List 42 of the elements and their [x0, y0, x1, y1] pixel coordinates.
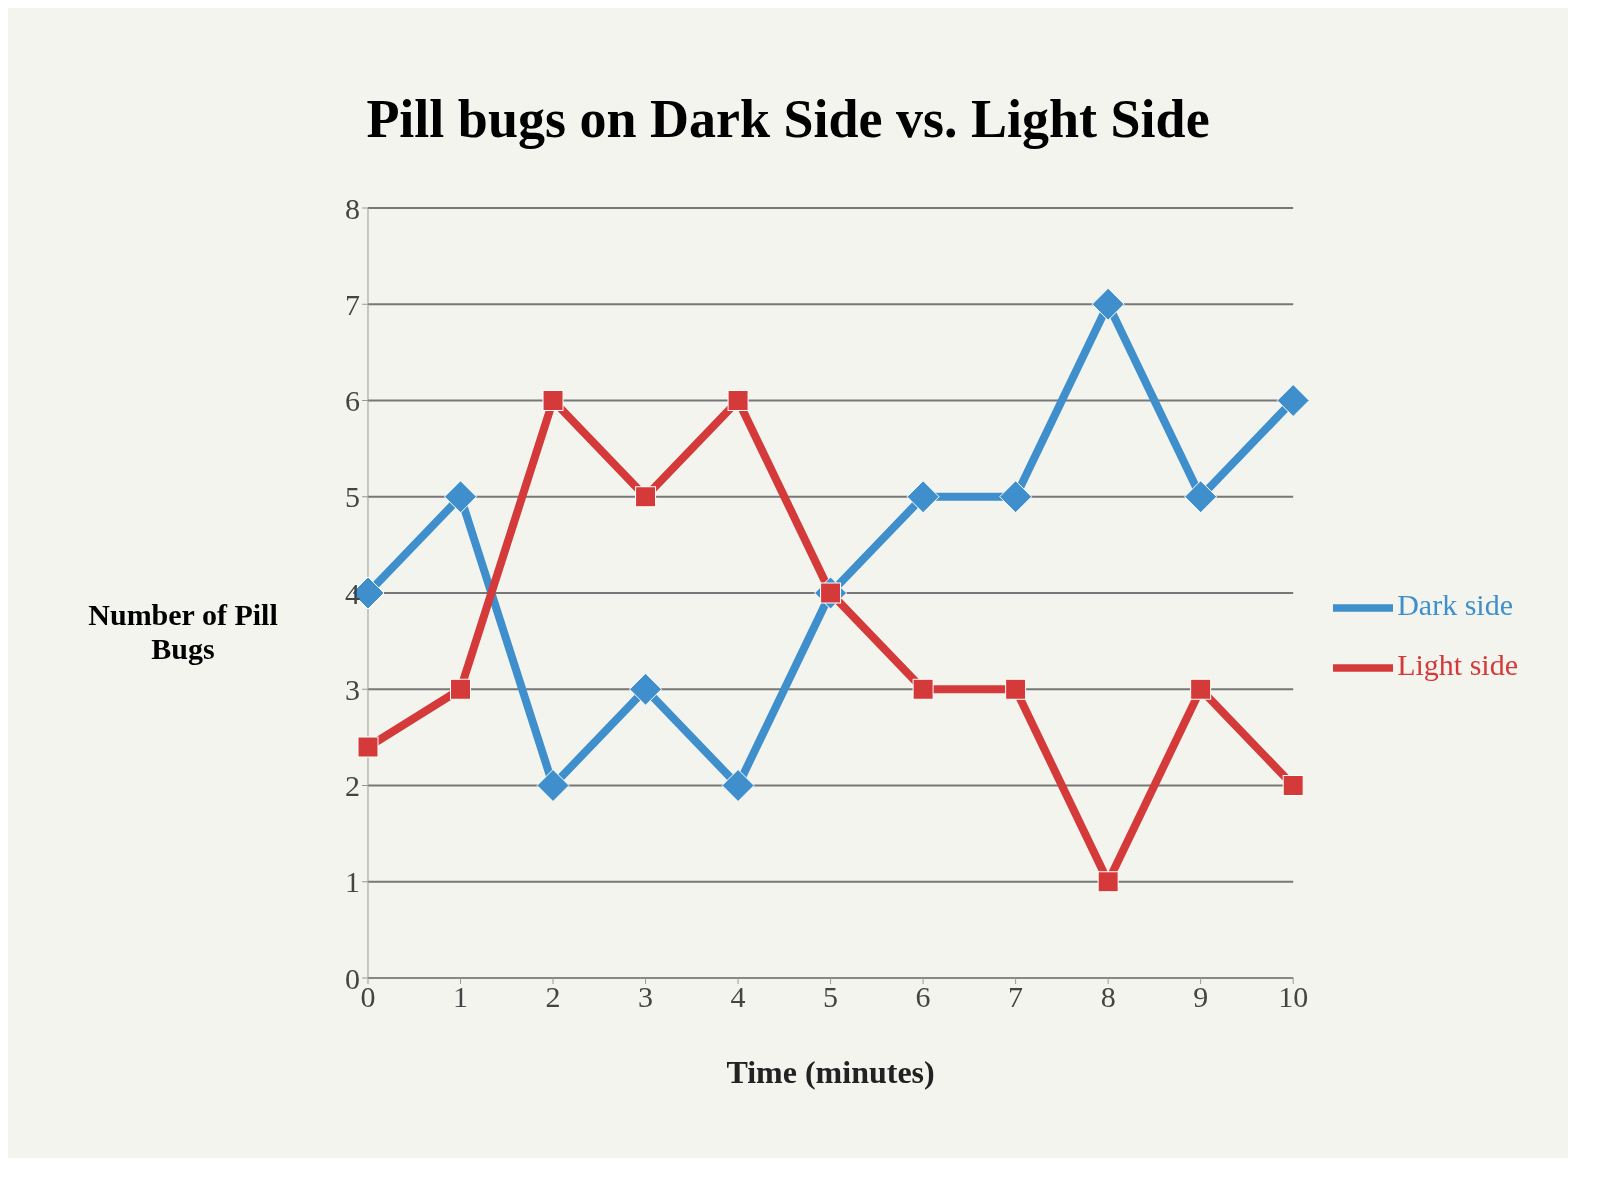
chart-title: Pill bugs on Dark Side vs. Light Side — [365, 88, 1211, 151]
point — [444, 480, 478, 514]
x-tick-label: 2 — [545, 980, 561, 1014]
point — [721, 769, 755, 802]
point — [1091, 287, 1125, 321]
x-tick-label: 1 — [453, 980, 469, 1014]
point — [1190, 678, 1212, 700]
point — [635, 486, 657, 508]
y-axis-title: Number of Pill Bugs — [87, 598, 279, 666]
x-tick-label: 3 — [638, 980, 654, 1014]
point — [906, 480, 940, 514]
y-tick-label: 8 — [345, 191, 360, 225]
legend-label: Light side — [1397, 647, 1518, 681]
point — [542, 390, 564, 411]
x-tick-label: 4 — [730, 980, 746, 1014]
y-tick-label: 3 — [345, 672, 360, 706]
point — [450, 678, 472, 700]
y-tick-label: 2 — [345, 769, 360, 803]
x-tick-label: 9 — [1193, 980, 1209, 1014]
y-tick-label: 6 — [345, 384, 360, 418]
point — [629, 672, 663, 706]
y-tick-label: 1 — [345, 865, 360, 899]
x-tick-label: 6 — [915, 980, 931, 1014]
x-tick-label: 7 — [1008, 980, 1024, 1014]
y-tick-label: 4 — [345, 576, 360, 610]
point — [1184, 480, 1218, 514]
point — [536, 769, 570, 802]
x-tick-label: 5 — [823, 980, 839, 1014]
point — [357, 736, 379, 758]
point — [912, 678, 934, 700]
y-tick-label: 7 — [345, 287, 360, 321]
x-tick-label: 8 — [1100, 980, 1116, 1014]
point — [1097, 871, 1119, 893]
point — [999, 480, 1033, 514]
point — [1005, 678, 1027, 700]
legend-label: Dark side — [1397, 587, 1513, 621]
x-axis-title: Time (minutes) — [726, 1054, 935, 1090]
point — [727, 390, 749, 411]
x-tick-label: 10 — [1278, 980, 1309, 1014]
point — [1276, 384, 1310, 417]
y-tick-label: 5 — [345, 480, 360, 514]
point — [1282, 775, 1304, 796]
